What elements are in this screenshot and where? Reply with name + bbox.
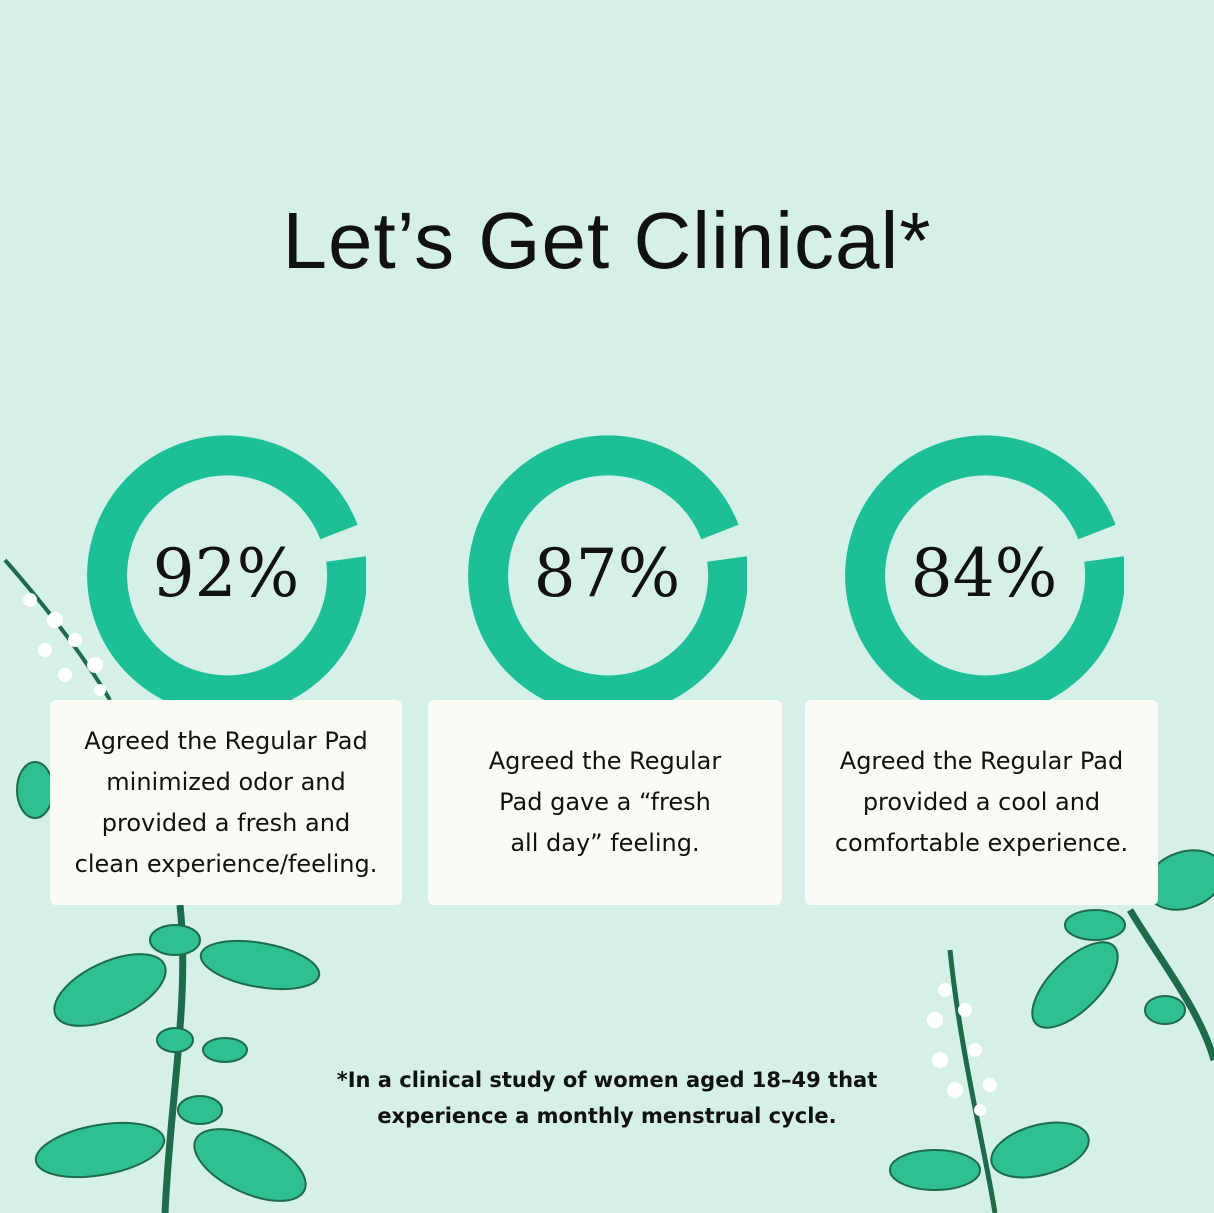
stat-card-3: Agreed the Regular Pad provided a cool a… [805,700,1158,905]
page-title: Let’s Get Clinical* [282,196,932,285]
stat-ring-2 [468,435,747,711]
stat-card-2: Agreed the Regular Pad gave a “fresh all… [428,700,782,905]
stat-ring-3 [845,435,1124,711]
stat-value-1: 92% [152,535,300,612]
stat-ring-1 [87,435,366,711]
footnote: *In a clinical study of women aged 18–49… [336,1068,878,1128]
stat-card-1: Agreed the Regular Pad minimized odor an… [50,700,402,905]
stat-value-2: 87% [533,535,681,612]
stat-value-3: 84% [910,535,1058,612]
stat-description-3: Agreed the Regular Pad provided a cool a… [834,747,1129,857]
stat-description-1: Agreed the Regular Pad minimized odor an… [74,726,378,878]
stat-description-2: Agreed the Regular Pad gave a “fresh all… [488,747,722,857]
